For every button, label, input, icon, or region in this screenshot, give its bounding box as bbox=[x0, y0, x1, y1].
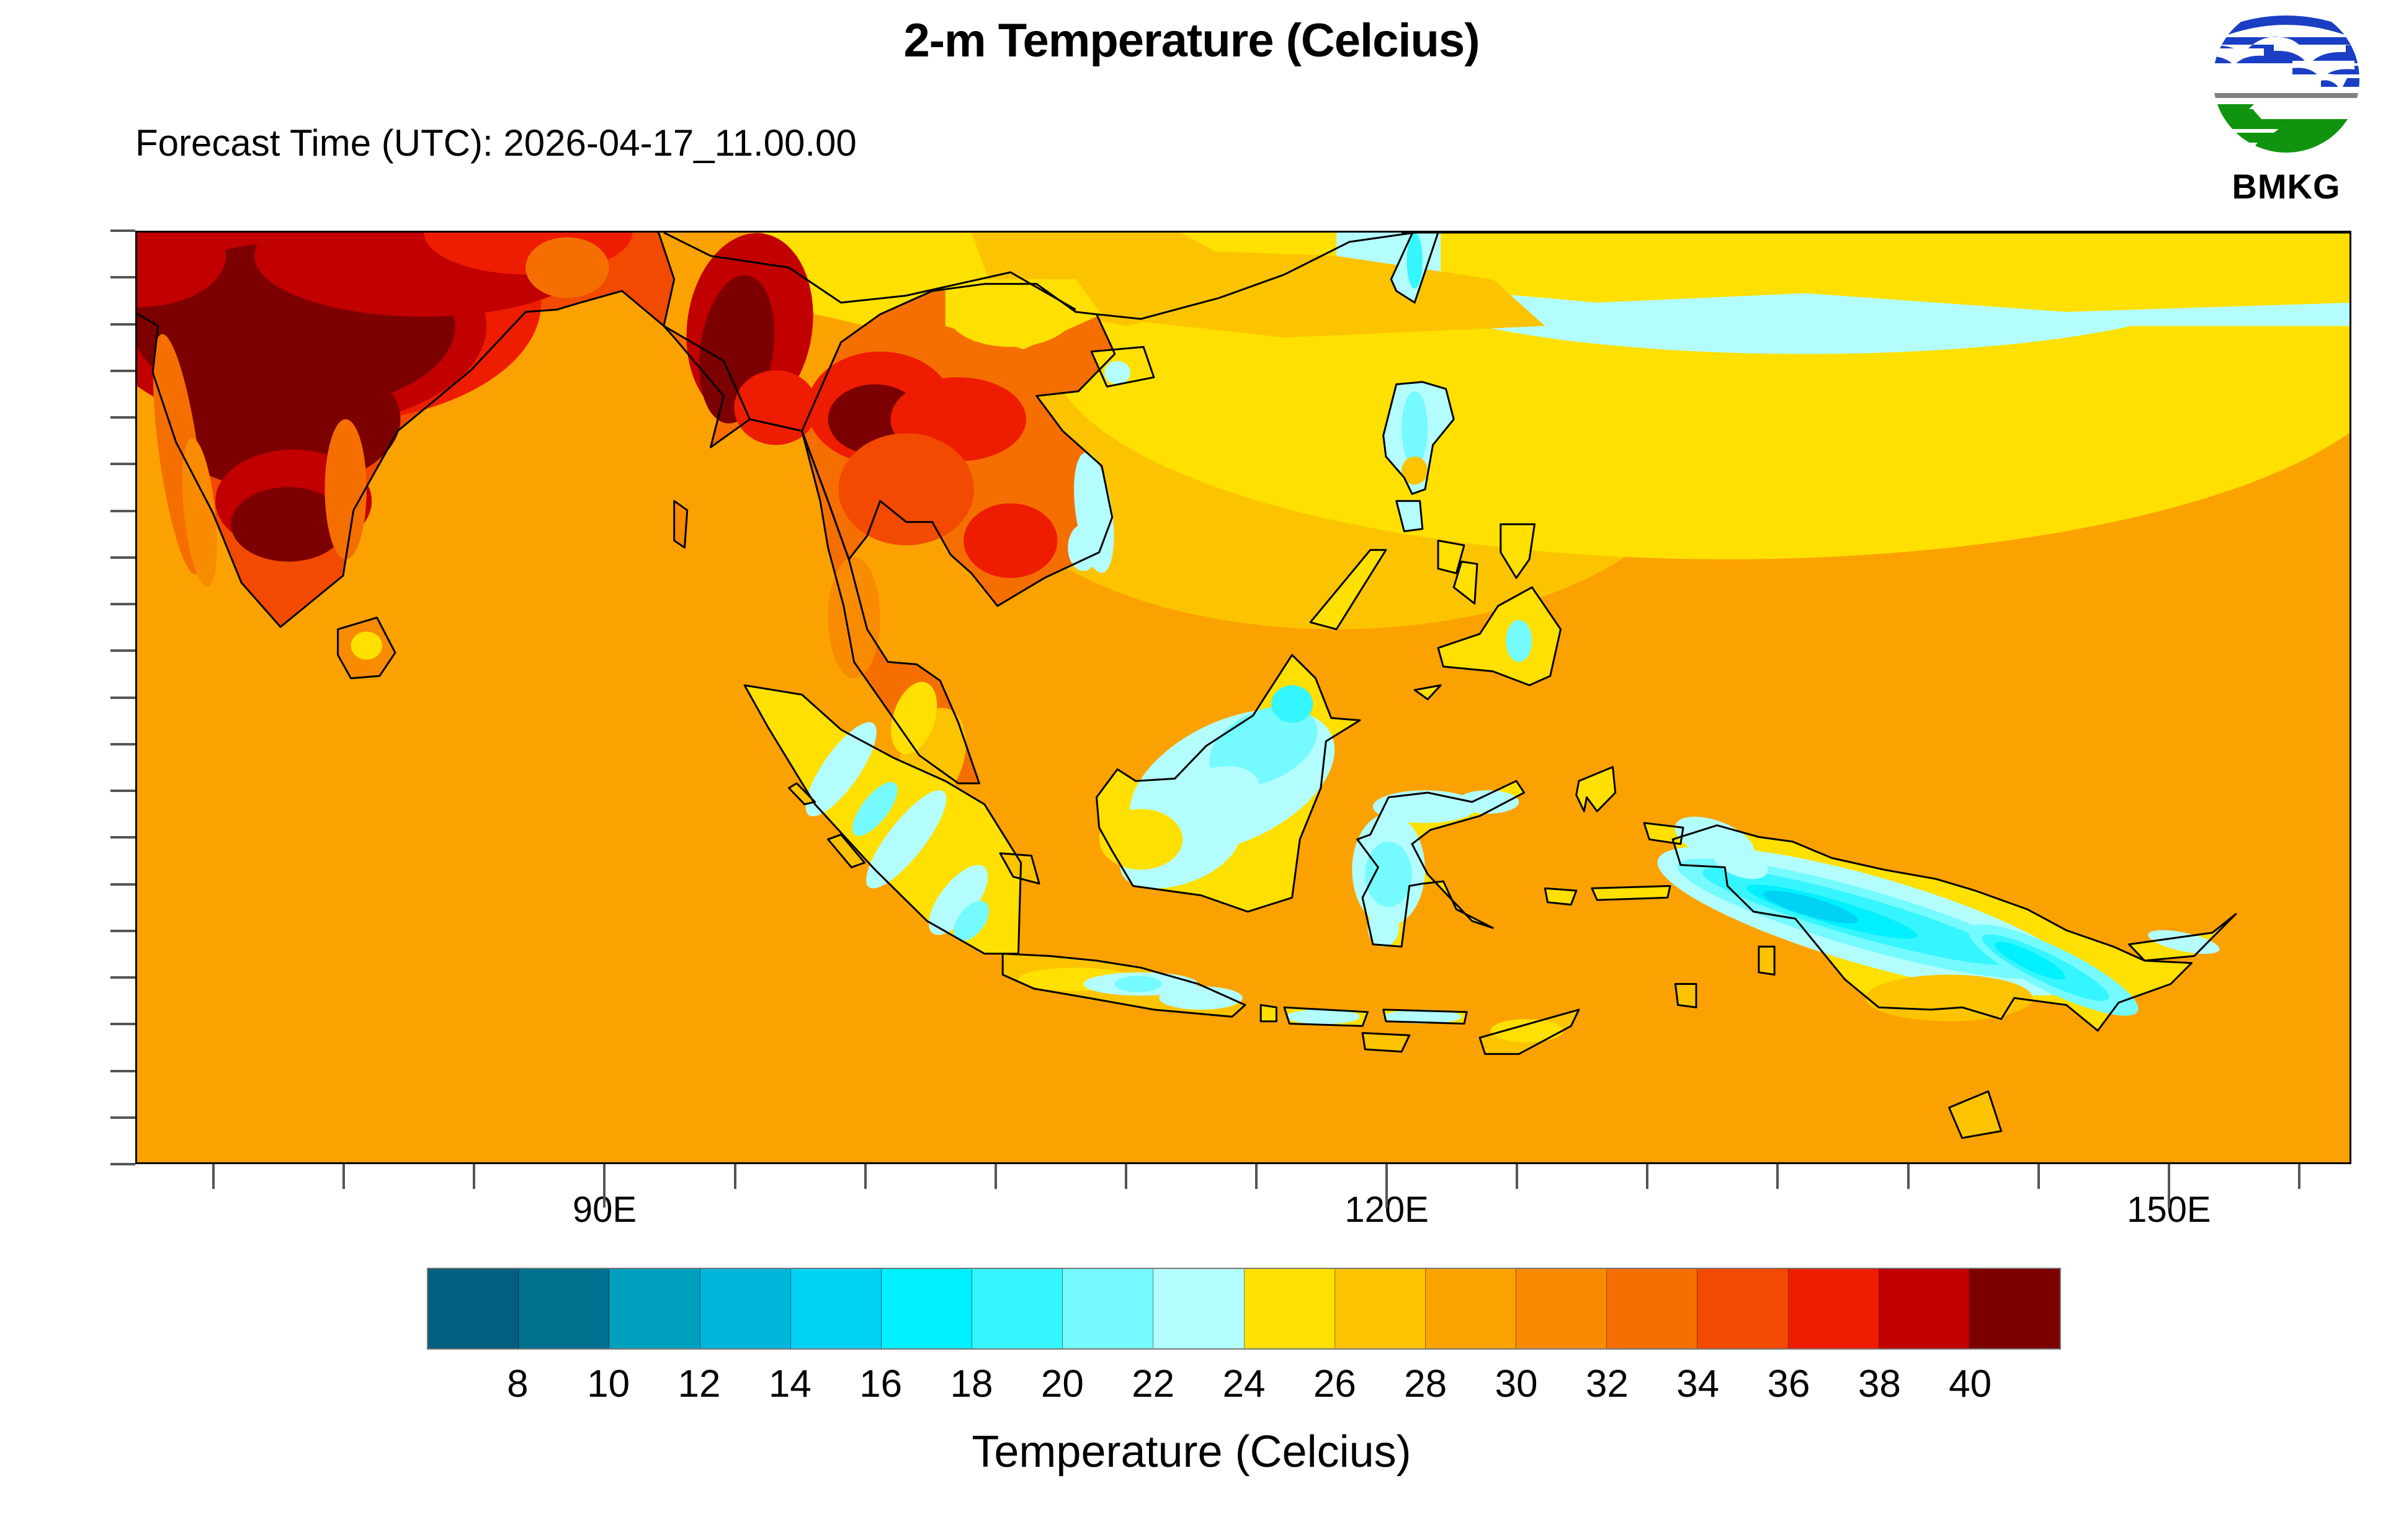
x-tick-mark bbox=[342, 1164, 346, 1189]
colorbar-tick-10: 10 bbox=[587, 1363, 630, 1405]
x-tick-mark bbox=[733, 1164, 736, 1189]
x-tick-mark bbox=[603, 1164, 606, 1208]
x-tick-mark bbox=[994, 1164, 997, 1189]
y-tick-mark bbox=[110, 1069, 135, 1072]
x-tick-mark bbox=[1907, 1164, 1910, 1189]
temperature-field bbox=[137, 233, 2349, 1162]
colorbar-tick-20: 20 bbox=[1040, 1363, 1084, 1405]
x-tick-mark bbox=[473, 1164, 476, 1189]
colorbar-cell-1 bbox=[519, 1269, 610, 1348]
temperature-colorbar[interactable] bbox=[427, 1268, 2061, 1350]
colorbar-cell-3 bbox=[700, 1269, 791, 1348]
y-axis: 20N10N010S bbox=[0, 0, 135, 1540]
y-tick-mark bbox=[110, 1116, 135, 1119]
bmkg-logo: BMKG bbox=[2199, 6, 2373, 211]
y-tick-mark bbox=[110, 1023, 135, 1026]
y-tick-mark bbox=[110, 790, 135, 792]
colorbar-cell-11 bbox=[1425, 1269, 1517, 1348]
colorbar-cell-10 bbox=[1335, 1269, 1426, 1348]
colorbar-tick-12: 12 bbox=[677, 1363, 721, 1405]
y-tick-mark bbox=[110, 976, 135, 979]
colorbar-cell-14 bbox=[1697, 1269, 1789, 1348]
x-tick-mark bbox=[1516, 1164, 1519, 1189]
colorbar-cell-15 bbox=[1788, 1269, 1879, 1348]
colorbar-cell-12 bbox=[1516, 1269, 1607, 1348]
colorbar-tick-24: 24 bbox=[1222, 1363, 1266, 1405]
colorbar-title: Temperature (Celcius) bbox=[972, 1427, 1411, 1477]
colorbar-cell-5 bbox=[881, 1269, 973, 1348]
x-tick-mark bbox=[2167, 1164, 2170, 1208]
colorbar-tick-8: 8 bbox=[507, 1363, 529, 1405]
y-tick-mark bbox=[110, 416, 135, 419]
page-title: 2-m Temperature (Celcius) bbox=[903, 14, 1480, 67]
y-tick-mark bbox=[110, 229, 135, 232]
colorbar-cell-2 bbox=[609, 1269, 700, 1348]
x-tick-mark bbox=[1646, 1164, 1649, 1189]
forecast-time-label: Forecast Time (UTC): 2026-04-17_11.00.00 bbox=[135, 122, 857, 164]
y-tick-mark bbox=[110, 929, 135, 932]
colorbar-tick-38: 38 bbox=[1858, 1363, 1901, 1405]
x-tick-mark bbox=[1255, 1164, 1258, 1189]
colorbar-tick-22: 22 bbox=[1132, 1363, 1175, 1405]
y-tick-mark bbox=[110, 509, 135, 512]
colorbar-tick-30: 30 bbox=[1495, 1363, 1538, 1405]
y-tick-mark bbox=[110, 1163, 135, 1165]
y-tick-mark bbox=[110, 556, 135, 559]
x-tick-mark bbox=[212, 1164, 215, 1189]
y-tick-mark bbox=[110, 323, 135, 326]
y-tick-mark bbox=[110, 836, 135, 839]
x-tick-mark bbox=[2297, 1164, 2300, 1189]
colorbar-tick-14: 14 bbox=[768, 1363, 811, 1405]
y-tick-mark bbox=[110, 883, 135, 886]
x-tick-mark bbox=[1776, 1164, 1779, 1189]
colorbar-tick-28: 28 bbox=[1404, 1363, 1447, 1405]
bmkg-logo-mark bbox=[2213, 16, 2359, 153]
y-tick-mark bbox=[110, 742, 135, 746]
x-tick-mark bbox=[2037, 1164, 2040, 1189]
y-tick-mark bbox=[110, 696, 135, 699]
x-tick-mark bbox=[1124, 1164, 1127, 1189]
colorbar-tick-40: 40 bbox=[1949, 1363, 1992, 1405]
colorbar-tick-26: 26 bbox=[1313, 1363, 1356, 1405]
colorbar-tick-34: 34 bbox=[1676, 1363, 1720, 1405]
colorbar-cell-4 bbox=[790, 1269, 882, 1348]
colorbar-cell-17 bbox=[1969, 1269, 2060, 1348]
colorbar-cell-7 bbox=[1063, 1269, 1154, 1348]
colorbar-tick-18: 18 bbox=[950, 1363, 993, 1405]
temperature-map-plot[interactable] bbox=[135, 231, 2351, 1164]
colorbar-cell-16 bbox=[1879, 1269, 1970, 1348]
colorbar-cell-9 bbox=[1244, 1269, 1335, 1348]
x-tick-mark bbox=[1385, 1164, 1388, 1208]
bmkg-logo-text: BMKG bbox=[2232, 167, 2341, 206]
y-tick-mark bbox=[110, 276, 135, 279]
x-tick-mark bbox=[864, 1164, 867, 1189]
y-tick-mark bbox=[110, 603, 135, 605]
colorbar-tick-labels: 8 10 12 14 16 18 20 22 24 26 28 30 32 34 36 38 40 bbox=[427, 1362, 2061, 1418]
colorbar-tick-36: 36 bbox=[1767, 1363, 1810, 1405]
colorbar-cell-13 bbox=[1607, 1269, 1698, 1348]
colorbar-cell-6 bbox=[972, 1269, 1063, 1348]
y-tick-mark bbox=[110, 369, 135, 372]
y-tick-mark bbox=[110, 463, 135, 466]
colorbar-cell-0 bbox=[428, 1269, 519, 1348]
colorbar-cell-8 bbox=[1153, 1269, 1245, 1348]
colorbar-tick-32: 32 bbox=[1585, 1363, 1629, 1405]
colorbar-tick-16: 16 bbox=[859, 1363, 903, 1405]
y-tick-mark bbox=[110, 649, 135, 652]
